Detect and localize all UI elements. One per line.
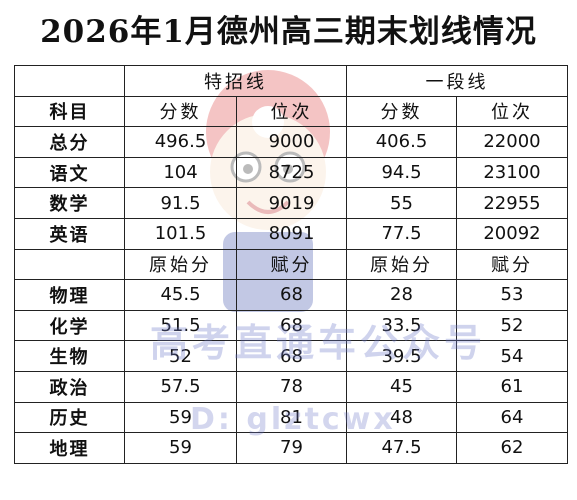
value-cell: 20092 bbox=[456, 217, 568, 250]
value-cell: 51.5 bbox=[124, 309, 237, 342]
value-cell: 54 bbox=[456, 340, 568, 372]
value-cell: 59 bbox=[124, 432, 237, 464]
value-cell: 68 bbox=[236, 309, 347, 342]
table-row: 语文 104 8725 94.5 23100 bbox=[14, 156, 568, 189]
table-row: 数学 91.5 9019 55 22955 bbox=[14, 187, 568, 219]
value-cell: 78 bbox=[236, 370, 347, 403]
value-cell: 22955 bbox=[456, 187, 568, 219]
subject-cell: 化学 bbox=[14, 309, 125, 342]
value-cell: 68 bbox=[236, 340, 347, 372]
value-cell: 45 bbox=[346, 370, 457, 403]
value-cell: 23100 bbox=[456, 156, 568, 189]
value-cell: 47.5 bbox=[346, 432, 457, 464]
value-cell: 406.5 bbox=[346, 126, 457, 158]
value-cell: 77.5 bbox=[346, 217, 457, 250]
group-header-row: 特招线 一段线 bbox=[14, 65, 568, 97]
value-cell: 53 bbox=[456, 279, 568, 311]
table-row: 总分 496.5 9000 406.5 22000 bbox=[14, 126, 568, 158]
value-cell: 62 bbox=[456, 432, 568, 464]
subject-cell: 语文 bbox=[14, 156, 125, 189]
value-cell: 55 bbox=[346, 187, 457, 219]
page-title: 2026年1月德州高三期末划线情况 bbox=[40, 14, 537, 50]
header-scaled-yiduan: 赋分 bbox=[456, 248, 568, 281]
table-row: 英语 101.5 8091 77.5 20092 bbox=[14, 217, 568, 250]
value-cell: 59 bbox=[124, 401, 237, 434]
header-scaled-tezhao: 赋分 bbox=[236, 248, 347, 281]
subject-cell: 物理 bbox=[14, 279, 125, 311]
value-cell: 101.5 bbox=[124, 217, 237, 250]
table-row: 地理 59 79 47.5 62 bbox=[14, 432, 568, 464]
header-score-tezhao: 分数 bbox=[124, 95, 237, 128]
value-cell: 33.5 bbox=[346, 309, 457, 342]
value-cell: 28 bbox=[346, 279, 457, 311]
empty-corner-cell bbox=[14, 65, 125, 97]
column-header-row: 科目 分数 位次 分数 位次 bbox=[14, 95, 568, 128]
value-cell: 104 bbox=[124, 156, 237, 189]
subject-cell: 英语 bbox=[14, 217, 125, 250]
table-row: 政治 57.5 78 45 61 bbox=[14, 370, 568, 403]
header-subject: 科目 bbox=[14, 95, 125, 128]
header-raw-yiduan: 原始分 bbox=[346, 248, 457, 281]
subject-cell: 数学 bbox=[14, 187, 125, 219]
subject-cell: 总分 bbox=[14, 126, 125, 158]
empty-subheader-cell bbox=[14, 248, 125, 281]
value-cell: 8725 bbox=[236, 156, 347, 189]
header-score-yiduan: 分数 bbox=[346, 95, 457, 128]
value-cell: 91.5 bbox=[124, 187, 237, 219]
table-row: 物理 45.5 68 28 53 bbox=[14, 279, 568, 311]
table-row: 历史 59 81 48 64 bbox=[14, 401, 568, 434]
value-cell: 8091 bbox=[236, 217, 347, 250]
value-cell: 94.5 bbox=[346, 156, 457, 189]
subject-cell: 历史 bbox=[14, 401, 125, 434]
group-yiduan: 一段线 bbox=[346, 65, 568, 97]
subject-cell: 生物 bbox=[14, 340, 125, 372]
score-table: 特招线 一段线 科目 分数 位次 分数 位次 总分 496.5 9000 406… bbox=[14, 65, 568, 464]
subject-cell: 地理 bbox=[14, 432, 125, 464]
value-cell: 79 bbox=[236, 432, 347, 464]
value-cell: 52 bbox=[124, 340, 237, 372]
value-cell: 9000 bbox=[236, 126, 347, 158]
value-cell: 52 bbox=[456, 309, 568, 342]
table-row: 化学 51.5 68 33.5 52 bbox=[14, 309, 568, 342]
header-rank-tezhao: 位次 bbox=[236, 95, 347, 128]
value-cell: 48 bbox=[346, 401, 457, 434]
value-cell: 22000 bbox=[456, 126, 568, 158]
subject-cell: 政治 bbox=[14, 370, 125, 403]
value-cell: 81 bbox=[236, 401, 347, 434]
value-cell: 61 bbox=[456, 370, 568, 403]
subheader-row: 原始分 赋分 原始分 赋分 bbox=[14, 248, 568, 281]
value-cell: 9019 bbox=[236, 187, 347, 219]
group-tezhao: 特招线 bbox=[124, 65, 347, 97]
value-cell: 68 bbox=[236, 279, 347, 311]
value-cell: 57.5 bbox=[124, 370, 237, 403]
header-raw-tezhao: 原始分 bbox=[124, 248, 237, 281]
header-rank-yiduan: 位次 bbox=[456, 95, 568, 128]
value-cell: 45.5 bbox=[124, 279, 237, 311]
table-row: 生物 52 68 39.5 54 bbox=[14, 340, 568, 372]
value-cell: 39.5 bbox=[346, 340, 457, 372]
value-cell: 496.5 bbox=[124, 126, 237, 158]
value-cell: 64 bbox=[456, 401, 568, 434]
